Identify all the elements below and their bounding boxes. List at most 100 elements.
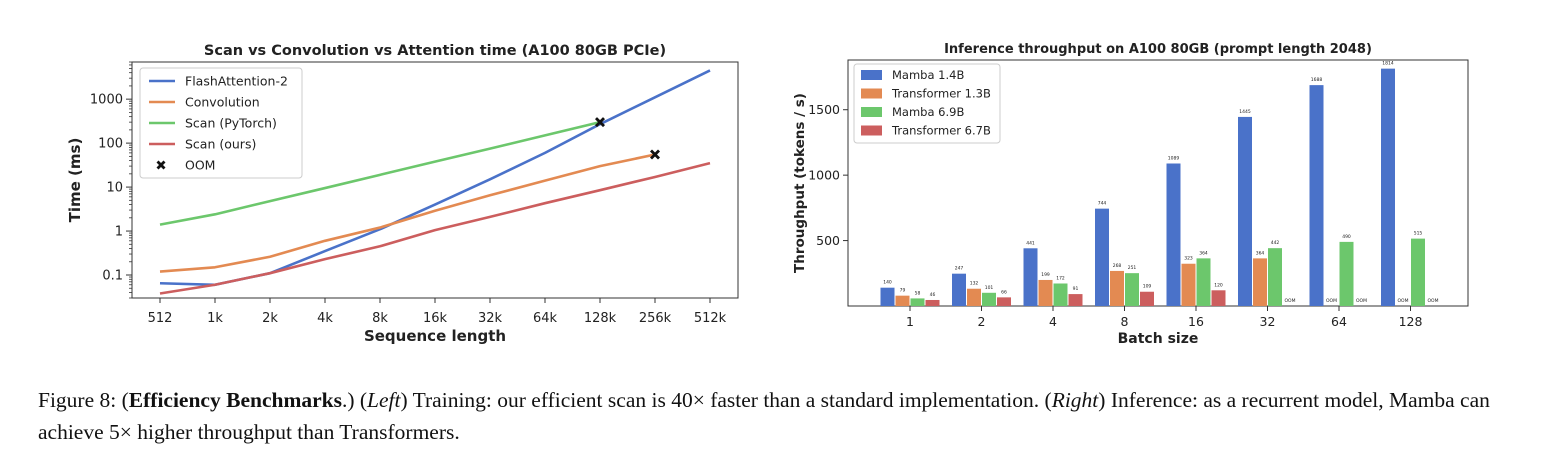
bar-value-label: 247 [955, 266, 964, 272]
right-y-tick-label: 1500 [808, 102, 840, 117]
left-y-tick-label: 0.1 [102, 269, 123, 284]
right-bar-chart: Inference throughput on A100 80GB (promp… [792, 42, 1469, 347]
bar-transformer-1-3b [1181, 263, 1196, 306]
left-x-tick-label: 128k [584, 311, 617, 326]
bar-transformer-1-3b [1110, 270, 1124, 306]
right-y-tick-label: 500 [816, 233, 840, 248]
left-legend-label: FlashAttention-2 [185, 74, 288, 89]
bar-mamba-6-9b [1268, 248, 1282, 306]
left-chart-title: Scan vs Convolution vs Attention time (A… [204, 43, 666, 59]
bar-mamba-6-9b [1411, 238, 1425, 306]
bar-transformer-6-7b [1068, 294, 1083, 306]
bar-value-label: 172 [1056, 275, 1065, 281]
line-series-scan-pytorch- [159, 120, 601, 226]
right-plot-frame [847, 59, 1469, 307]
right-x-tick-label: 16 [1188, 314, 1204, 329]
bar-value-label: 515 [1414, 231, 1423, 237]
right-legend-swatch [861, 70, 882, 80]
left-x-tick-label: 256k [639, 311, 672, 326]
bar-mamba-1-4b [1023, 248, 1038, 306]
bar-value-label: 140 [883, 280, 892, 286]
bar-oom-label: OOM [1356, 298, 1367, 304]
bar-mamba-1-4b [1095, 208, 1109, 306]
bar-value-label: 364 [1199, 250, 1208, 256]
bar-value-label: 490 [1342, 234, 1351, 240]
bar-value-label: 46 [930, 292, 936, 298]
right-x-tick-label: 8 [1121, 314, 1129, 329]
right-legend-label: Transformer 6.7B [891, 124, 991, 138]
left-legend-label: OOM [185, 158, 215, 173]
right-x-tick-label: 4 [1049, 314, 1057, 329]
left-legend-label: Scan (ours) [185, 137, 256, 152]
left-x-tick-label: 4k [317, 311, 333, 326]
bar-value-label: 1089 [1168, 156, 1180, 162]
bar-value-label: 109 [1143, 284, 1152, 290]
bar-transformer-1-3b [895, 295, 910, 306]
oom-marker-stroke [650, 149, 660, 160]
right-y-axis-label: Throughput (tokens / s) [792, 93, 808, 273]
left-y-tick-label: 1000 [90, 93, 123, 108]
bar-value-label: 58 [915, 290, 921, 296]
right-x-tick-label: 2 [978, 314, 986, 329]
bar-value-label: 744 [1098, 201, 1107, 207]
right-legend: Mamba 1.4B Transformer 1.3B Mamba 6.9B Tran… [853, 63, 1001, 144]
left-x-tick-label: 2k [262, 311, 278, 326]
right-x-axis-label: Batch size [1118, 331, 1199, 347]
line-series-convolution [159, 153, 656, 273]
oom-marker-stroke [156, 160, 166, 170]
bar-mamba-1-4b [1238, 116, 1252, 306]
right-legend-swatch [861, 125, 882, 136]
right-x-tick-label: 64 [1331, 314, 1347, 329]
right-legend-label: Transformer 1.3B [891, 87, 991, 101]
left-legend-label: Scan (PyTorch) [185, 116, 277, 131]
bar-oom-label: OOM [1428, 298, 1439, 304]
bar-mamba-6-9b [1053, 283, 1068, 306]
right-legend-box [853, 63, 1001, 144]
caption-right-text: ) Inference: as a recurrent model, Mamba… [38, 388, 1490, 444]
bar-value-label: 132 [970, 281, 979, 287]
bar-oom-label: OOM [1326, 298, 1337, 304]
right-legend-swatch [861, 107, 882, 117]
right-legend-swatch [861, 88, 882, 99]
bar-transformer-1-3b [1038, 279, 1053, 306]
bar-transformer-1-3b [967, 288, 981, 306]
bar-value-label: 1688 [1311, 77, 1323, 83]
left-x-tick-label: 16k [423, 311, 448, 326]
bar-value-label: 441 [1026, 240, 1035, 246]
oom-marker [650, 149, 660, 160]
bar-transformer-1-3b [1253, 258, 1267, 306]
caption-right: Right [1051, 388, 1099, 412]
bar-value-label: 323 [1184, 256, 1193, 262]
left-legend: FlashAttention-2 Convolution Scan (PyTorch… [139, 67, 303, 179]
bar-value-label: 66 [1001, 289, 1007, 295]
caption-left-text: ) Training: our efficient scan is 40× fa… [400, 388, 1052, 412]
left-legend-box [139, 67, 303, 179]
figure-caption: Figure 8: (Efficiency Benchmarks.) (Left… [38, 384, 1528, 448]
bar-transformer-6-7b [925, 299, 940, 306]
left-x-tick-label: 512 [148, 311, 173, 326]
oom-marker [595, 117, 605, 128]
left-y-tick-label: 1 [115, 225, 123, 240]
right-legend-label: Mamba 6.9B [892, 105, 964, 119]
caption-after-heading: .) ( [341, 388, 368, 412]
bar-oom-label: OOM [1398, 298, 1409, 304]
bar-value-label: 101 [985, 285, 994, 291]
right-y-tick-label: 1000 [808, 168, 840, 183]
bar-value-label: 364 [1256, 250, 1265, 256]
right-chart-title: Inference throughput on A100 80GB (promp… [944, 42, 1372, 57]
bar-value-label: 442 [1271, 240, 1280, 246]
caption-left: Left [367, 388, 401, 412]
right-x-tick-label: 32 [1260, 314, 1276, 329]
bar-mamba-6-9b [1339, 241, 1354, 306]
left-x-tick-label: 1k [207, 311, 223, 326]
caption-heading: Efficiency Benchmarks [128, 388, 342, 412]
bar-value-label: 91 [1073, 286, 1079, 292]
left-legend-oom-marker [156, 160, 166, 170]
bar-transformer-6-7b [997, 297, 1011, 306]
right-legend-label: Mamba 1.4B [892, 68, 964, 82]
left-legend-label: Convolution [185, 95, 260, 110]
bar-value-label: 251 [1128, 265, 1137, 271]
bar-mamba-1-4b [952, 273, 966, 306]
bar-mamba-1-4b [1309, 85, 1324, 306]
bar-mamba-1-4b [1381, 68, 1395, 306]
